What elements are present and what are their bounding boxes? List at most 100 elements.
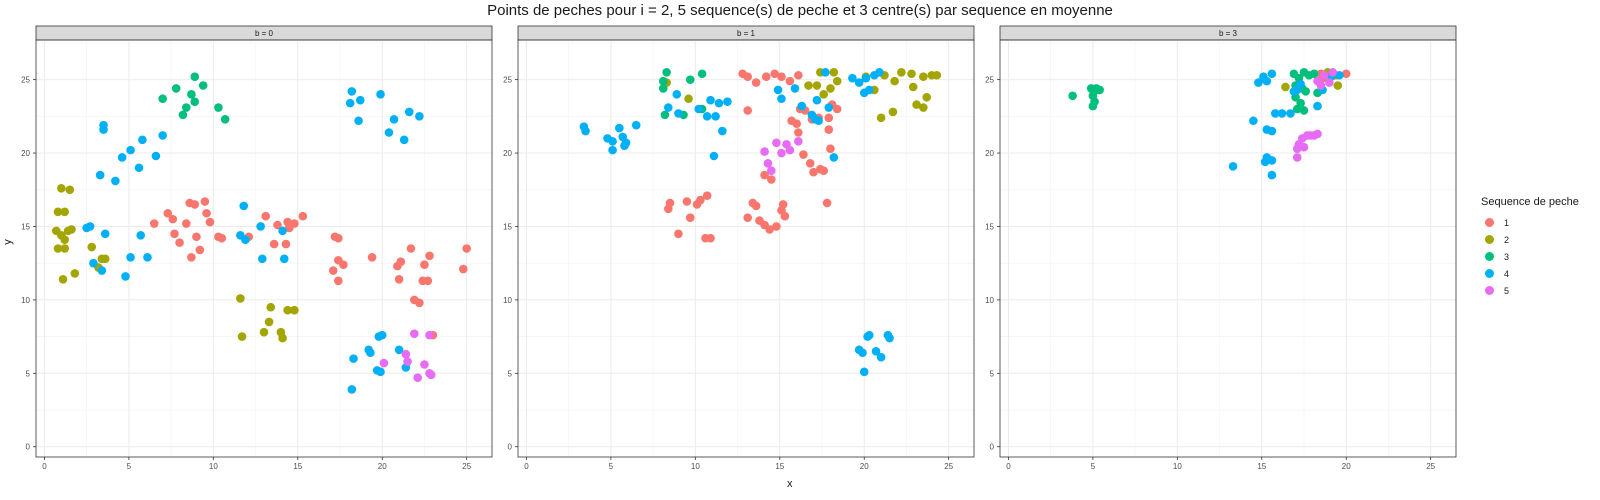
point-sequence-3 <box>158 94 167 104</box>
point-sequence-2 <box>908 82 918 92</box>
point-sequence-5 <box>1328 68 1338 77</box>
point-sequence-1 <box>777 72 786 82</box>
point-sequence-4 <box>814 116 823 126</box>
y-axis-title: y <box>1 239 14 245</box>
point-sequence-1 <box>425 251 434 261</box>
point-sequence-2 <box>237 332 247 341</box>
point-sequence-2 <box>100 254 110 264</box>
point-sequence-4 <box>631 120 641 130</box>
y-tick-label: 25 <box>21 76 30 85</box>
point-sequence-2 <box>60 244 70 253</box>
point-sequence-2 <box>57 183 66 193</box>
point-sequence-5 <box>760 147 769 156</box>
legend-label-2: 2 <box>1504 234 1510 245</box>
legend-dot-4 <box>1485 269 1494 278</box>
point-sequence-1 <box>192 232 201 242</box>
point-sequence-4 <box>723 97 732 106</box>
point-sequence-3 <box>1309 69 1319 79</box>
point-sequence-4 <box>347 87 357 96</box>
legend-key-3 <box>1481 248 1498 265</box>
point-sequence-2 <box>907 69 916 79</box>
point-sequence-4 <box>239 201 249 211</box>
point-sequence-1 <box>760 170 769 180</box>
point-sequence-1 <box>163 208 173 218</box>
point-sequence-1 <box>200 197 210 206</box>
point-sequence-3 <box>1301 87 1310 96</box>
point-sequence-5 <box>1325 78 1334 87</box>
point-sequence-3 <box>182 103 191 112</box>
chart-title: Points de peches pour i = 2, 5 sequence(… <box>487 2 1113 19</box>
point-sequence-4 <box>345 98 355 108</box>
legend-item-4: 4 <box>1481 265 1579 282</box>
point-sequence-1 <box>420 260 429 269</box>
point-sequence-4 <box>581 126 590 136</box>
point-sequence-4 <box>876 352 886 362</box>
point-sequence-4 <box>672 90 682 99</box>
point-sequence-4 <box>151 151 161 161</box>
point-sequence-1 <box>706 233 715 243</box>
point-sequence-2 <box>897 68 906 77</box>
point-sequence-2 <box>1333 81 1343 90</box>
point-sequence-4 <box>126 253 135 262</box>
legend-key-2 <box>1481 231 1498 248</box>
point-sequence-1 <box>761 72 771 82</box>
point-sequence-1 <box>190 200 200 209</box>
point-sequence-2 <box>259 327 269 337</box>
point-sequence-3 <box>1088 101 1098 111</box>
point-sequence-4 <box>714 98 724 108</box>
point-sequence-1 <box>182 219 191 228</box>
point-sequence-4 <box>143 253 152 262</box>
legend-dot-5 <box>1485 286 1494 295</box>
legend-key-4 <box>1481 265 1498 282</box>
point-sequence-3 <box>685 75 695 84</box>
point-sequence-4 <box>797 101 807 111</box>
point-sequence-2 <box>829 68 839 77</box>
point-sequence-2 <box>932 70 942 80</box>
point-sequence-3 <box>187 90 196 99</box>
point-sequence-3 <box>660 110 670 120</box>
point-sequence-4 <box>1228 161 1238 171</box>
point-sequence-4 <box>1267 126 1277 136</box>
point-sequence-4 <box>711 112 720 121</box>
y-tick-label: 15 <box>21 222 30 231</box>
point-sequence-4 <box>117 153 127 162</box>
point-sequence-5 <box>1292 153 1302 162</box>
point-sequence-5 <box>772 138 781 148</box>
point-sequence-1 <box>805 159 815 168</box>
point-sequence-1 <box>462 244 471 253</box>
x-tick-label: 25 <box>944 462 953 471</box>
point-sequence-2 <box>912 100 921 109</box>
legend-label-1: 1 <box>1504 217 1510 228</box>
point-sequence-4 <box>134 163 144 173</box>
point-sequence-5 <box>1294 139 1304 149</box>
x-tick-label: 10 <box>1173 462 1182 471</box>
point-sequence-3 <box>220 114 230 124</box>
point-sequence-2 <box>919 72 928 82</box>
point-sequence-4 <box>858 348 867 358</box>
legend-dot-1 <box>1485 218 1494 227</box>
x-tick-label: 10 <box>691 462 700 471</box>
point-sequence-1 <box>792 119 801 128</box>
point-sequence-3 <box>1068 91 1077 101</box>
point-sequence-4 <box>608 137 617 146</box>
point-sequence-5 <box>425 330 434 340</box>
point-sequence-1 <box>696 195 705 205</box>
legend-item-2: 2 <box>1481 231 1579 248</box>
point-sequence-1 <box>261 211 270 221</box>
facet-strip-label: b = 1 <box>737 29 756 38</box>
point-sequence-2 <box>65 185 75 195</box>
point-sequence-4 <box>812 95 822 105</box>
point-sequence-5 <box>767 166 776 175</box>
point-sequence-1 <box>149 219 159 228</box>
point-sequence-2 <box>67 225 76 234</box>
point-sequence-4 <box>861 73 871 83</box>
facet-strip-label: b = 3 <box>1219 29 1238 38</box>
point-sequence-4 <box>404 107 414 117</box>
point-sequence-1 <box>794 70 803 80</box>
point-sequence-1 <box>674 229 683 239</box>
legend-key-1 <box>1481 214 1498 231</box>
legend-label-5: 5 <box>1504 285 1510 296</box>
point-sequence-4 <box>1267 156 1277 165</box>
point-sequence-4 <box>389 114 399 124</box>
legend-item-1: 1 <box>1481 214 1579 231</box>
